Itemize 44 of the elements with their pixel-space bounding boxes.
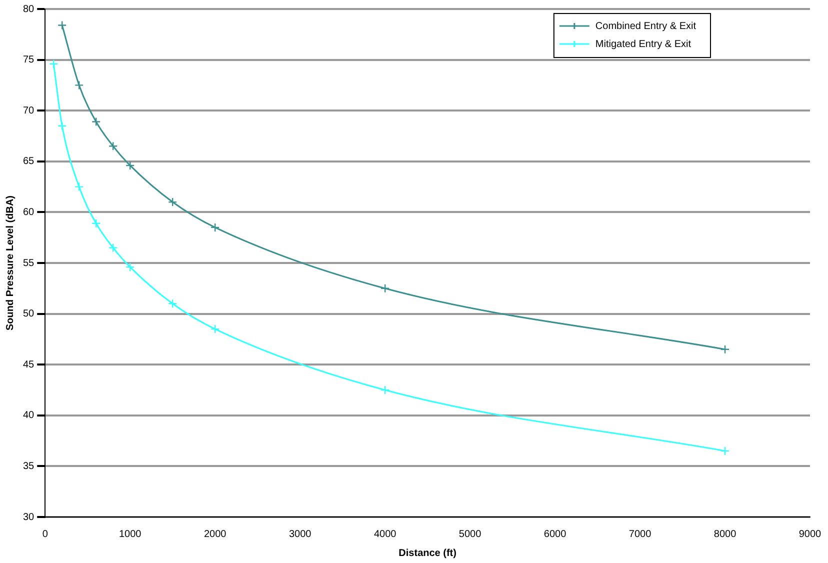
x-tick-label: 2000 <box>204 528 227 540</box>
point <box>108 142 118 151</box>
y-tick-label: 50 <box>23 308 35 320</box>
x-axis-title: Distance (ft) <box>398 548 456 559</box>
y-axis-title: Sound Pressure Level (dBA) <box>4 195 16 331</box>
y-tick-label: 45 <box>23 359 35 370</box>
point <box>58 20 67 30</box>
y-tick-label: 75 <box>23 54 35 66</box>
y-tick-label: 60 <box>23 206 35 218</box>
point <box>92 117 101 126</box>
point <box>168 197 178 207</box>
x-tick-label: 9000 <box>798 528 822 540</box>
point <box>108 243 118 252</box>
x-tick-label: 7000 <box>628 528 652 540</box>
point <box>210 324 220 334</box>
point <box>126 160 135 170</box>
x-tick-label: 5000 <box>458 528 482 540</box>
point <box>720 344 730 354</box>
point <box>74 182 84 192</box>
y-tick-label: 80 <box>23 4 35 15</box>
y-tick-label: 55 <box>23 258 35 269</box>
point <box>210 222 220 232</box>
point <box>720 446 730 456</box>
point <box>126 262 135 272</box>
point <box>49 59 58 68</box>
x-tick-label: 6000 <box>544 528 567 540</box>
y-tick-label: 30 <box>23 512 35 523</box>
point <box>74 80 84 90</box>
x-tick-label: 8000 <box>714 528 737 540</box>
point <box>168 299 178 308</box>
x-tick-label: 4000 <box>374 528 397 540</box>
x-tick-label: 3000 <box>288 528 312 540</box>
point <box>380 284 390 293</box>
point <box>58 121 67 130</box>
point <box>92 218 101 228</box>
legend-label: Mitigated Entry & Exit <box>595 38 692 50</box>
point <box>380 385 390 395</box>
x-tick-label: 1000 <box>118 528 142 540</box>
y-tick-label: 65 <box>23 156 35 168</box>
legend-label: Combined Entry & Exit <box>595 20 696 32</box>
y-tick-label: 40 <box>23 410 35 422</box>
y-tick-label: 35 <box>23 460 35 472</box>
y-tick-label: 70 <box>23 105 35 116</box>
x-tick-label: 0 <box>42 528 48 540</box>
